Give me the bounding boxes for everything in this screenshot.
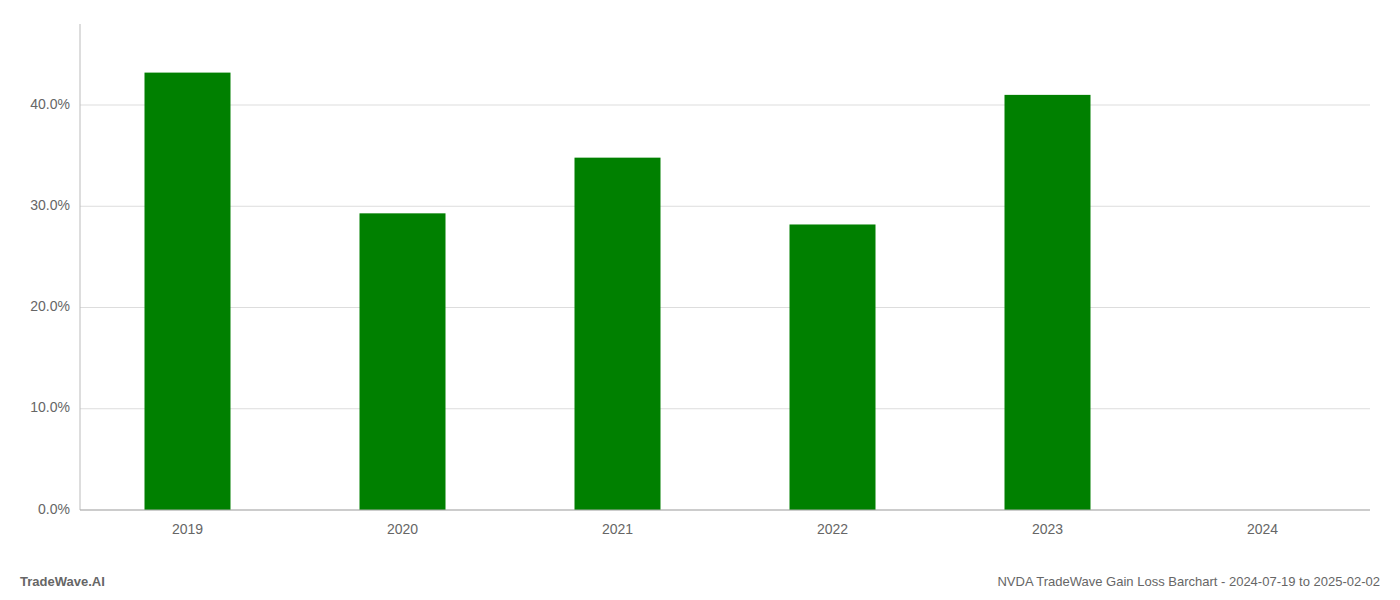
x-axis-line <box>80 510 1370 511</box>
bar <box>575 158 661 510</box>
x-tick-label: 2020 <box>387 521 418 537</box>
bar <box>360 213 446 510</box>
y-axis-line <box>80 24 81 510</box>
x-tick-label: 2023 <box>1032 521 1063 537</box>
grid-line <box>80 206 1370 207</box>
bars <box>145 73 1091 510</box>
x-tick-label: 2022 <box>817 521 848 537</box>
grid-line <box>80 510 1370 511</box>
grid-line <box>80 408 1370 409</box>
y-tick-label: 0.0% <box>38 501 70 517</box>
y-tick-label: 40.0% <box>30 96 70 112</box>
footer-right: NVDA TradeWave Gain Loss Barchart - 2024… <box>997 574 1380 589</box>
x-tick-label: 2019 <box>172 521 203 537</box>
bar <box>1005 95 1091 510</box>
y-tick-label: 20.0% <box>30 298 70 314</box>
y-tick-labels: 0.0% 10.0% 20.0% 30.0% 40.0% <box>30 96 70 517</box>
bar <box>790 224 876 510</box>
bar <box>145 73 231 510</box>
y-tick-label: 10.0% <box>30 399 70 415</box>
grid-line <box>80 105 1370 106</box>
grid <box>80 105 1370 510</box>
x-tick-label: 2021 <box>602 521 633 537</box>
chart: 0.0% 10.0% 20.0% 30.0% 40.0% 2019 2020 2021 2022… <box>0 0 1400 600</box>
x-tick-labels: 2019 2020 2021 2022 2023 2024 <box>172 521 1278 537</box>
y-tick-label: 30.0% <box>30 197 70 213</box>
grid-line <box>80 307 1370 308</box>
footer-left: TradeWave.AI <box>20 574 105 589</box>
x-tick-label: 2024 <box>1247 521 1278 537</box>
